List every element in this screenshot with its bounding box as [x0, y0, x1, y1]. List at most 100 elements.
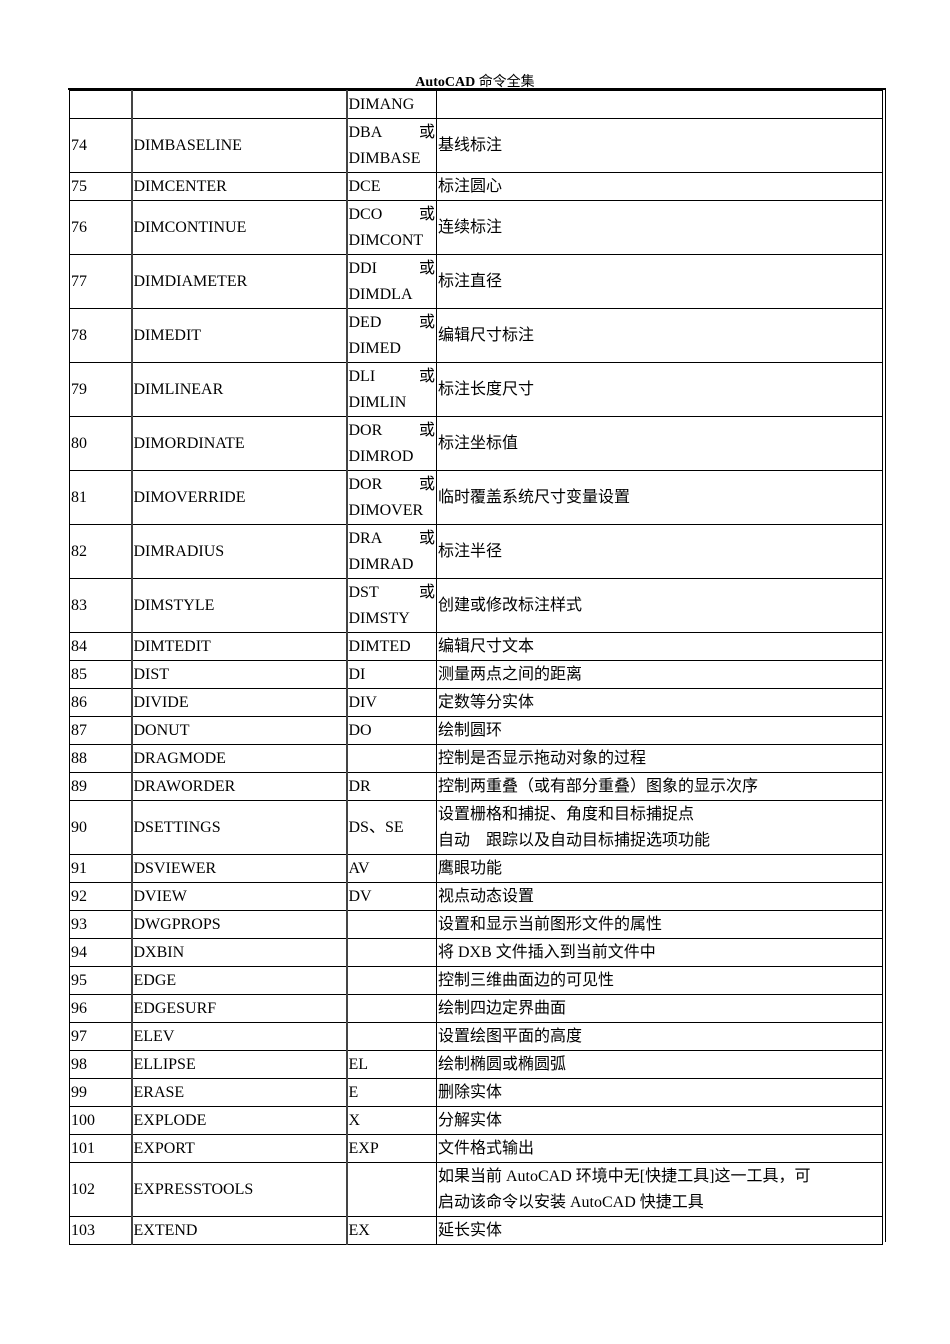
table-row: 74 DIMBASELINE DBA 或 DIMBASE 基线标注 — [69, 118, 883, 173]
row-number: 94 — [69, 938, 132, 967]
command-name: DIVIDE — [130, 688, 347, 717]
command-description — [436, 90, 883, 119]
row-number: 79 — [69, 362, 132, 417]
command-alias: DDI 或 DIMDLA — [345, 254, 437, 309]
command-description: 定数等分实体 — [436, 688, 883, 717]
command-name: DIMORDINATE — [130, 416, 347, 471]
description-line: 标注半径 — [438, 542, 503, 560]
command-description: 控制三维曲面边的可见性 — [436, 966, 883, 995]
command-name: DXBIN — [130, 938, 347, 967]
page-border-right — [885, 88, 886, 1242]
command-name: DRAGMODE — [130, 744, 347, 773]
alias-line: DOR 或 — [348, 421, 436, 439]
alias-line: DST 或 — [348, 583, 436, 601]
command-description: 将 DXB 文件插入到当前文件中 — [436, 938, 883, 967]
command-name: EXPORT — [130, 1134, 347, 1163]
table-row: 95 EDGE 控制三维曲面边的可见性 — [69, 966, 883, 995]
command-alias: DCE — [345, 172, 437, 201]
command-description: 基线标注 — [436, 118, 883, 173]
header-title-cn: 命令全集 — [478, 75, 535, 90]
row-number: 85 — [69, 660, 132, 689]
command-description: 延长实体 — [436, 1216, 883, 1245]
command-name: EXTEND — [130, 1216, 347, 1245]
command-description: 连续标注 — [436, 200, 883, 255]
table-row: 85 DIST DI 测量两点之间的距离 — [69, 660, 883, 689]
table-row: DIMANG — [69, 90, 883, 119]
row-number: 90 — [69, 800, 132, 855]
table-row: 103 EXTEND EX 延长实体 — [69, 1216, 883, 1245]
command-name: ELLIPSE — [130, 1050, 347, 1079]
table-row: 91 DSVIEWER AV 鹰眼功能 — [69, 854, 883, 883]
row-number: 86 — [69, 688, 132, 717]
row-number: 98 — [69, 1050, 132, 1079]
command-alias: DLI 或 DIMLIN — [345, 362, 437, 417]
command-name: ELEV — [130, 1022, 347, 1051]
description-line: 测量两点之间的距离 — [438, 665, 583, 683]
description-line: 视点动态设置 — [438, 887, 535, 905]
command-name: DIMSTYLE — [130, 578, 347, 633]
header-title-latin: AutoCAD — [415, 75, 476, 90]
alias-line: DRA 或 — [348, 529, 436, 547]
description-line: 将 DXB 文件插入到当前文件中 — [438, 943, 656, 961]
command-description: 删除实体 — [436, 1078, 883, 1107]
command-name: DIMTEDIT — [130, 632, 347, 661]
table-row: 88 DRAGMODE 控制是否显示拖动对象的过程 — [69, 744, 883, 773]
description-line: 设置绘图平面的高度 — [438, 1027, 583, 1045]
command-alias — [345, 994, 437, 1023]
row-number: 93 — [69, 910, 132, 939]
command-name: DONUT — [130, 716, 347, 745]
row-number: 88 — [69, 744, 132, 773]
command-name: EXPRESSTOOLS — [130, 1162, 347, 1217]
row-number: 95 — [69, 966, 132, 995]
command-description: 控制是否显示拖动对象的过程 — [436, 744, 883, 773]
alias-line: DDI 或 — [348, 259, 436, 277]
command-description: 标注圆心 — [436, 172, 883, 201]
alias-line: DIMED — [348, 339, 401, 357]
row-number: 100 — [69, 1106, 132, 1135]
command-name: DIMOVERRIDE — [130, 470, 347, 525]
description-line: 标注直径 — [438, 272, 503, 290]
alias-line: DIMRAD — [348, 555, 414, 573]
command-description: 创建或修改标注样式 — [436, 578, 883, 633]
row-number: 91 — [69, 854, 132, 883]
description-line: 控制三维曲面边的可见性 — [438, 971, 615, 989]
command-description: 文件格式输出 — [436, 1134, 883, 1163]
alias-line: DIMBASE — [348, 149, 421, 167]
command-name: DIMRADIUS — [130, 524, 347, 579]
command-name: DIMBASELINE — [130, 118, 347, 173]
table-row: 101 EXPORT EXP 文件格式输出 — [69, 1134, 883, 1163]
command-name: DIMEDIT — [130, 308, 347, 363]
description-line: 定数等分实体 — [438, 693, 535, 711]
command-description: 设置和显示当前图形文件的属性 — [436, 910, 883, 939]
table-row: 78 DIMEDIT DED 或 DIMED 编辑尺寸标注 — [69, 308, 883, 363]
description-line: 延长实体 — [438, 1221, 503, 1239]
row-number: 81 — [69, 470, 132, 525]
table-row: 82 DIMRADIUS DRA 或 DIMRAD 标注半径 — [69, 524, 883, 579]
command-description: 标注半径 — [436, 524, 883, 579]
command-description: 绘制椭圆或椭圆弧 — [436, 1050, 883, 1079]
table-row: 87 DONUT DO 绘制圆环 — [69, 716, 883, 745]
row-number: 80 — [69, 416, 132, 471]
description-line: 临时覆盖系统尺寸变量设置 — [438, 488, 631, 506]
table-row: 76 DIMCONTINUE DCO 或 DIMCONT 连续标注 — [69, 200, 883, 255]
row-number: 103 — [69, 1216, 132, 1245]
row-number: 99 — [69, 1078, 132, 1107]
row-number: 77 — [69, 254, 132, 309]
command-table: DIMANG 74 DIMBASELINE DBA 或 DIMBASE 基线标注 75 DIMC… — [69, 90, 883, 1245]
command-alias: DV — [345, 882, 437, 911]
table-row: 99 ERASE E 删除实体 — [69, 1078, 883, 1107]
command-name: DIMCONTINUE — [130, 200, 347, 255]
command-description: 编辑尺寸标注 — [436, 308, 883, 363]
command-name: DVIEW — [130, 882, 347, 911]
command-alias — [345, 966, 437, 995]
alias-line: DIMCONT — [348, 231, 424, 249]
command-description: 绘制圆环 — [436, 716, 883, 745]
command-alias: DR — [345, 772, 437, 801]
command-alias: DI — [345, 660, 437, 689]
command-alias: DST 或 DIMSTY — [345, 578, 437, 633]
description-line: 控制两重叠（或有部分重叠）图象的显示次序 — [438, 777, 759, 795]
description-line: 自动 跟踪以及自动目标捕捉选项功能 — [438, 831, 711, 849]
alias-line: DOR 或 — [348, 475, 436, 493]
row-number: 76 — [69, 200, 132, 255]
row-number: 101 — [69, 1134, 132, 1163]
